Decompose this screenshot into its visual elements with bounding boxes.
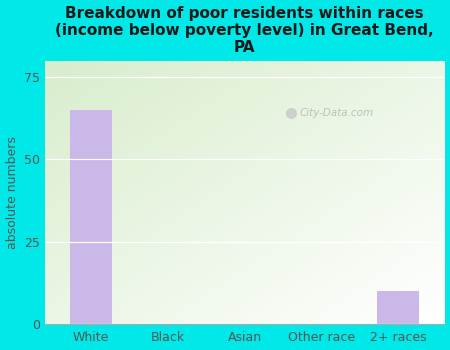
Bar [70,110,112,324]
Title: Breakdown of poor residents within races
(income below poverty level) in Great B: Breakdown of poor residents within races… [55,6,434,55]
Bar [377,291,419,324]
Text: City-Data.com: City-Data.com [300,108,373,118]
Y-axis label: absolute numbers: absolute numbers [5,136,18,249]
